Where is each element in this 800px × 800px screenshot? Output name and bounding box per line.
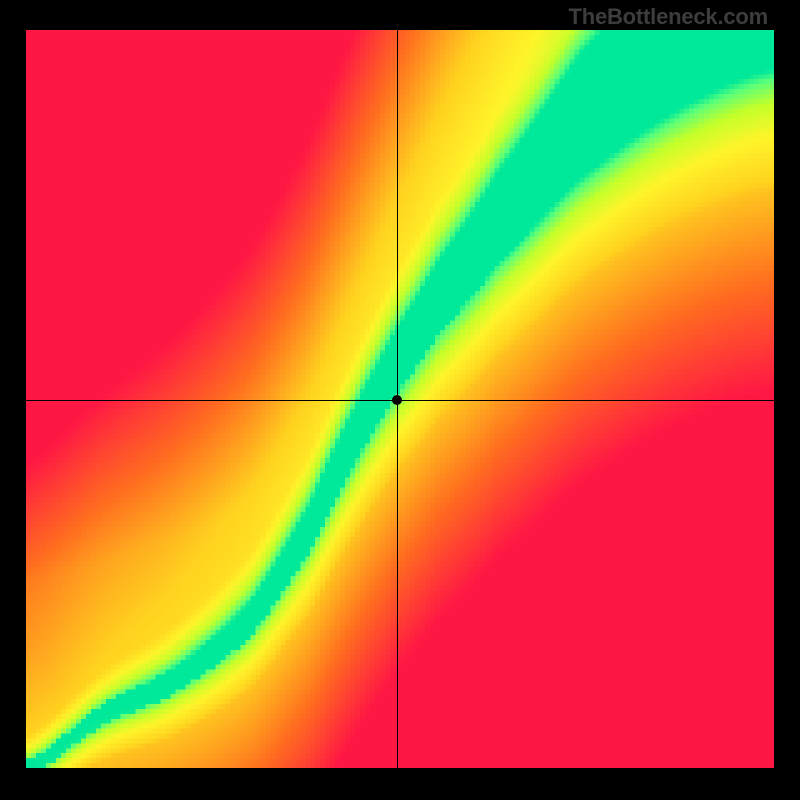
watermark-text: TheBottleneck.com: [568, 4, 768, 30]
heatmap-plot: [26, 30, 774, 768]
marker-dot: [392, 395, 402, 405]
